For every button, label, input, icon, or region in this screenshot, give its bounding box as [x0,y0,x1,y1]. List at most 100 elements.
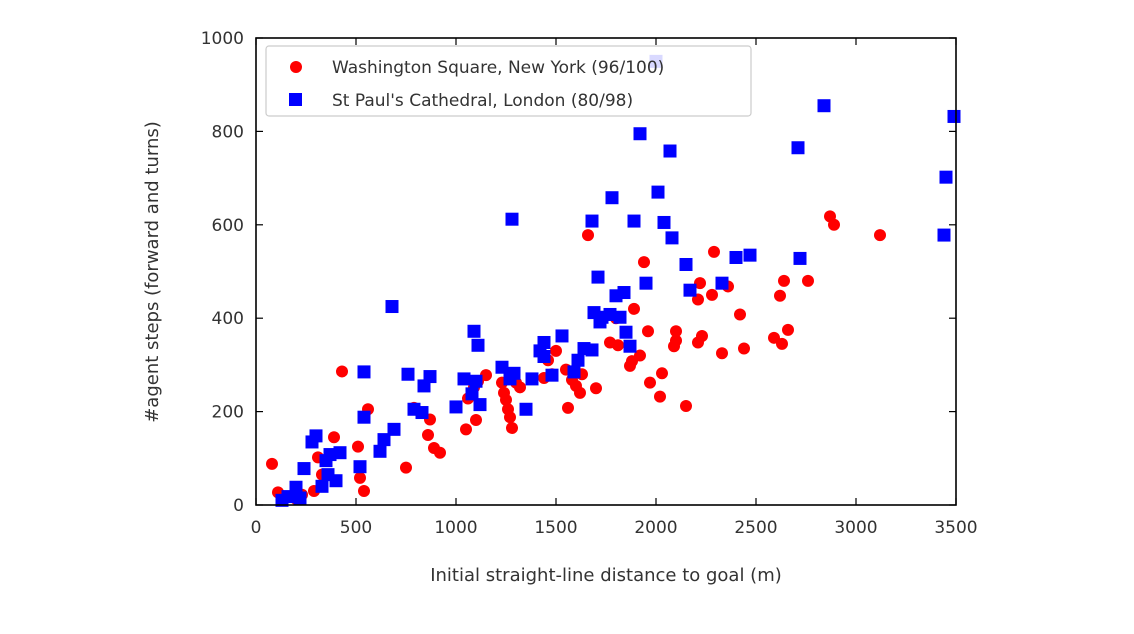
point-series-1-24 [423,370,437,384]
legend-marker-series-1 [289,93,302,106]
point-series-1-22 [415,406,429,420]
point-series-1-69 [715,276,729,290]
point-series-0-33 [514,381,526,394]
point-series-1-37 [525,372,539,386]
point-series-1-63 [651,185,665,199]
point-series-0-16 [422,428,434,441]
point-series-0-12 [358,484,370,497]
point-series-1-13 [353,460,367,474]
point-series-1-72 [791,141,805,155]
legend-label-series-0: Washington Square, New York (96/100) [332,58,664,78]
point-series-1-2 [289,480,303,494]
tick-labels: 0 500 1000 1500 2000 2500 3000 3500 0 200 400 600 80… [201,29,978,538]
point-series-0-11 [354,471,366,484]
plot-frame [255,37,957,506]
point-series-0-20 [460,423,472,436]
point-series-0-10 [352,440,364,453]
point-series-0-8 [328,431,340,444]
x-tick-label-6: 3000 [834,518,877,538]
point-series-1-15 [357,365,371,379]
point-series-1-76 [939,170,953,184]
point-series-0-31 [506,421,518,434]
point-series-0-56 [654,390,666,403]
y-tick-label-2: 400 [212,309,244,329]
point-series-0-77 [802,274,814,287]
point-series-1-30 [471,338,485,352]
point-series-1-53 [605,191,619,205]
point-series-0-60 [670,334,682,347]
y-axis-label: #agent steps (forward and turns) [142,121,163,423]
x-axis-label: Initial straight-line distance to goal (… [430,565,782,586]
point-series-0-67 [708,245,720,258]
point-series-0-64 [694,277,706,290]
point-series-0-23 [470,414,482,427]
point-series-0-39 [562,401,574,414]
x-tick-label-3: 1500 [534,518,577,538]
point-series-1-71 [743,248,757,262]
y-tick-label-5: 1000 [201,29,244,49]
point-series-1-74 [817,99,831,113]
point-series-1-52 [603,307,617,321]
point-series-0-66 [706,288,718,301]
point-series-1-26 [457,372,471,386]
point-series-1-34 [505,212,519,226]
x-tick-label-0: 0 [251,518,262,538]
point-series-0-44 [582,229,594,242]
point-series-1-65 [663,144,677,158]
point-series-0-79 [828,218,840,231]
point-series-1-55 [613,310,627,324]
point-series-0-51 [628,302,640,315]
point-series-0-76 [782,323,794,336]
point-series-0-68 [716,347,728,360]
point-series-1-57 [619,325,633,339]
point-series-1-10 [323,448,337,462]
point-series-1-4 [297,462,311,476]
point-series-1-70 [729,250,743,264]
point-series-1-59 [627,214,641,228]
point-series-0-73 [774,289,786,302]
x-tick-label-1: 500 [340,518,372,538]
y-tick-label-1: 200 [212,403,244,423]
point-series-1-40 [537,349,551,363]
x-tick-label-5: 2500 [734,518,777,538]
point-series-1-18 [385,300,399,314]
point-series-1-68 [683,283,697,297]
point-series-1-46 [585,343,599,357]
y-tick-label-4: 800 [212,122,244,142]
point-series-0-59 [670,325,682,338]
point-series-1-32 [495,360,509,374]
point-series-1-44 [571,353,585,367]
point-series-0-80 [874,229,886,242]
point-series-0-75 [778,274,790,287]
point-series-1-42 [555,329,569,343]
point-series-1-19 [387,422,401,436]
data-points [266,54,961,507]
point-series-1-64 [657,215,671,229]
point-series-0-61 [680,399,692,412]
point-series-1-14 [357,410,371,424]
legend-marker-series-0 [290,61,302,73]
point-series-1-60 [633,127,647,141]
x-tick-label-7: 3500 [934,518,977,538]
point-series-1-35 [507,366,521,380]
point-series-0-19 [434,446,446,459]
point-series-0-53 [638,256,650,269]
point-series-1-20 [401,367,415,381]
point-series-1-58 [623,339,637,353]
point-series-0-28 [500,393,512,406]
point-series-1-47 [585,214,599,228]
point-series-1-17 [377,433,391,447]
point-series-0-57 [656,367,668,380]
point-series-1-56 [617,286,631,300]
point-series-0-70 [734,308,746,321]
point-series-1-12 [333,446,347,460]
legend-box [265,45,752,117]
point-series-1-29 [469,374,483,388]
point-series-1-11 [329,474,343,488]
point-series-1-3 [293,491,307,505]
point-series-1-75 [937,228,951,242]
point-series-1-27 [465,387,479,401]
point-series-0-54 [642,325,654,338]
legend-label-series-1: St Paul's Cathedral, London (80/98) [332,91,633,111]
point-series-0-0 [266,457,278,470]
